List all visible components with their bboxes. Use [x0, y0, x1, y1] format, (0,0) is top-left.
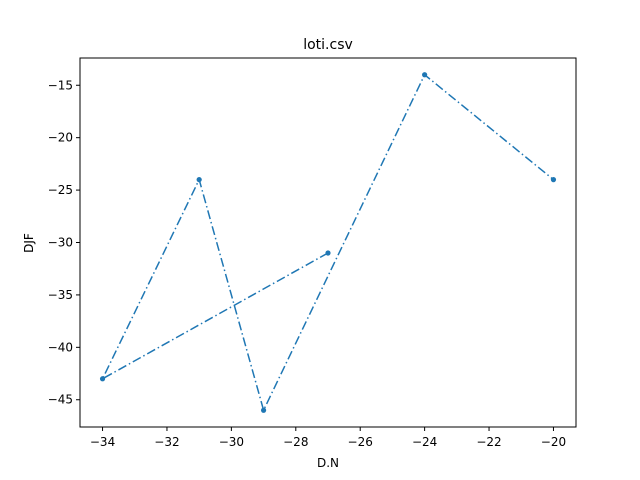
plot-frame — [79, 57, 577, 428]
y-tick-label: −30 — [48, 236, 73, 250]
y-tick-label: −45 — [48, 393, 73, 407]
data-point — [260, 407, 267, 413]
y-axis-label: DJF — [22, 233, 36, 253]
y-tick-label: −20 — [48, 131, 73, 145]
x-tick-label: −24 — [412, 435, 437, 449]
x-tick-label: −32 — [154, 435, 179, 449]
chart-title: loti.csv — [303, 37, 353, 53]
x-tick-label: −22 — [476, 435, 501, 449]
x-tick-label: −30 — [219, 435, 244, 449]
series-line — [101, 74, 554, 411]
data-point — [325, 250, 331, 256]
y-axis-ticks: −45 −40 −35 −30 −25 −20 −15 — [48, 78, 80, 407]
y-tick-label: −35 — [48, 288, 73, 302]
data-point — [99, 376, 106, 382]
y-tick-label: −40 — [48, 340, 73, 354]
x-tick-label: −26 — [348, 435, 373, 449]
x-tick-label: −34 — [90, 435, 115, 449]
y-tick-label: −25 — [48, 183, 73, 197]
y-tick-label: −15 — [48, 78, 73, 92]
x-tick-label: −28 — [283, 435, 308, 449]
data-point — [422, 72, 428, 78]
plot-area — [99, 72, 557, 413]
x-axis-label: D.N — [317, 456, 339, 470]
data-point — [550, 177, 557, 183]
x-tick-label: −20 — [541, 435, 566, 449]
x-axis-ticks: −34 −32 −30 −28 −26 −24 −22 −20 — [90, 427, 566, 449]
data-point — [196, 177, 202, 183]
